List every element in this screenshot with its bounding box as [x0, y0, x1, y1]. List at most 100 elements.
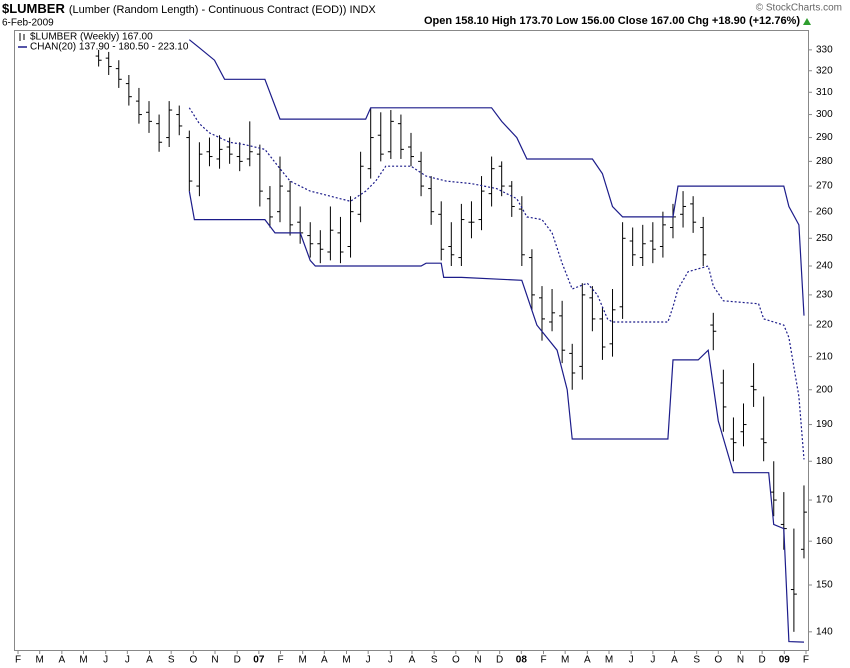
y-tick-label: 160 — [816, 536, 833, 547]
y-tick-label: 220 — [816, 320, 833, 331]
y-tick-label: 230 — [816, 290, 833, 301]
legend-label: $LUMBER (Weekly) 167.00 — [30, 32, 153, 43]
channel-line — [188, 39, 805, 316]
x-tick-label: O — [189, 655, 197, 666]
channel-line — [188, 190, 805, 643]
ohlc-bar — [498, 161, 505, 197]
ohlc-bar — [166, 101, 173, 147]
ohlc-bar — [458, 203, 465, 266]
y-tick-label: 190 — [816, 419, 833, 430]
ohlc-bar — [266, 186, 273, 228]
chart-date: 6-Feb-2009 — [2, 18, 54, 29]
ohlc-bar — [790, 528, 797, 632]
x-tick-label: J — [125, 655, 130, 666]
ohlc-bar — [377, 112, 384, 162]
legend-label: CHAN(20) 137.90 - 180.50 - 223.10 — [30, 42, 189, 53]
ohlc-bar — [559, 300, 566, 364]
x-tick-label: M — [342, 655, 350, 666]
ohlc-bar — [639, 224, 646, 266]
ohlc-bar — [397, 114, 404, 159]
x-tick-label: 09 — [779, 655, 791, 666]
ohlc-bar — [750, 363, 757, 407]
y-tick-label: 330 — [816, 45, 833, 56]
x-tick-label: J — [366, 655, 371, 666]
ohlc-bar — [538, 286, 545, 341]
x-tick-label: J — [388, 655, 393, 666]
ohlc-bar — [579, 283, 586, 380]
ohlc-bar — [438, 201, 445, 261]
y-tick-label: 310 — [816, 87, 833, 98]
ohlc-bar — [407, 132, 414, 167]
ohlc-bar — [569, 343, 576, 390]
ohlc-bar — [105, 51, 112, 76]
ohlc-bar — [216, 135, 223, 169]
chart-title: $LUMBER — [2, 1, 65, 16]
x-tick-label: A — [59, 655, 66, 666]
x-tick-label: D — [234, 655, 241, 666]
quote: Open 158.10 High 173.70 Low 156.00 Close… — [424, 15, 800, 27]
ohlc-bar — [367, 107, 374, 179]
x-tick-label: A — [409, 655, 416, 666]
x-tick-label: J — [103, 655, 108, 666]
up-arrow — [803, 18, 811, 25]
y-tick-label: 300 — [816, 109, 833, 120]
y-tick-label: 260 — [816, 206, 833, 217]
x-tick-label: M — [561, 655, 569, 666]
ohlc-bar — [609, 289, 616, 357]
ohlc-bar — [277, 156, 284, 223]
ohlc-bar — [256, 144, 263, 207]
y-tick-label: 270 — [816, 181, 833, 192]
ohlc-bar — [488, 156, 495, 207]
x-tick-label: D — [759, 655, 766, 666]
ohlc-bar — [418, 151, 425, 197]
ohlc-bar — [629, 227, 636, 266]
x-tick-label: A — [146, 655, 153, 666]
x-tick-label: J — [650, 655, 655, 666]
ohlc-bar — [528, 249, 535, 310]
ohlc-bar — [176, 105, 183, 136]
ohlc-bar — [327, 206, 334, 261]
x-tick-label: M — [36, 655, 44, 666]
y-tick-label: 180 — [816, 456, 833, 467]
chart-subtitle: (Lumber (Random Length) - Continuous Con… — [69, 4, 377, 16]
ohlc-bar — [125, 75, 132, 106]
channel-mid — [188, 107, 805, 460]
x-tick-label: O — [452, 655, 460, 666]
x-tick-label: N — [474, 655, 481, 666]
x-tick-label: S — [168, 655, 175, 666]
x-tick-label: F — [277, 655, 283, 666]
y-tick-label: 320 — [816, 65, 833, 76]
y-tick-label: 290 — [816, 132, 833, 143]
ohlc-bar — [115, 60, 122, 88]
ohlc-bar — [196, 142, 203, 197]
ohlc-bar — [730, 417, 737, 462]
ohlc-bar — [468, 201, 475, 239]
x-tick-label: S — [693, 655, 700, 666]
ohlc-bar — [226, 137, 233, 164]
y-tick-label: 210 — [816, 351, 833, 362]
ohlc-bar — [800, 485, 807, 559]
x-tick-label: S — [431, 655, 438, 666]
y-tick-label: 150 — [816, 580, 833, 591]
ohlc-bar — [428, 176, 435, 225]
x-tick-label: A — [671, 655, 678, 666]
ohlc-bar — [146, 101, 153, 133]
ohlc-bar — [236, 142, 243, 172]
ohlc-bar — [589, 286, 596, 332]
ohlc-bar — [508, 181, 515, 217]
x-tick-label: F — [540, 655, 546, 666]
ohlc-bar — [680, 191, 687, 228]
ohlc-bar — [287, 181, 294, 236]
x-tick-label: A — [584, 655, 591, 666]
x-tick-label: N — [737, 655, 744, 666]
ohlc-bar — [720, 369, 727, 432]
credit: © StockCharts.com — [756, 3, 842, 14]
ohlc-bar — [659, 211, 666, 258]
ohlc-bar — [549, 289, 556, 332]
x-tick-label: F — [15, 655, 21, 666]
x-tick-label: M — [79, 655, 87, 666]
ohlc-bar — [710, 312, 717, 351]
y-tick-label: 240 — [816, 261, 833, 272]
ohlc-bar — [619, 222, 626, 319]
